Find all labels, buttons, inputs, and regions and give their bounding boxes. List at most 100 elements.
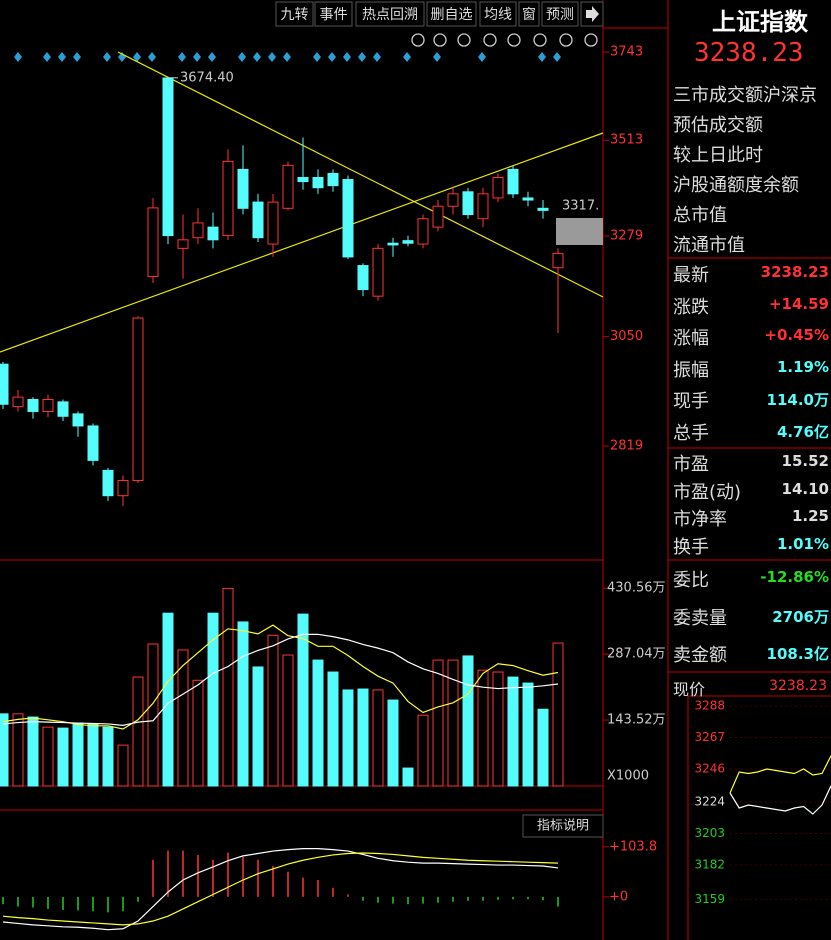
event-marker[interactable] [478, 52, 486, 62]
volume-bar [117, 744, 129, 787]
volume-bar [147, 643, 159, 787]
event-marker[interactable] [73, 52, 81, 62]
stat-value: 3238.23 [760, 263, 829, 281]
volume-bar [477, 669, 489, 787]
indicator-button[interactable]: 指标说明 [537, 819, 589, 834]
event-marker[interactable] [103, 52, 111, 62]
indicator-button-bg[interactable] [522, 814, 604, 838]
stat-label: 涨跌 [673, 296, 709, 318]
y-tick-label: 3203 [694, 826, 725, 840]
candle-body [297, 176, 309, 183]
toolbar-button[interactable]: 热点回溯 [362, 7, 418, 23]
y-tick-label: 3279 [610, 228, 643, 243]
candle-body [87, 425, 99, 461]
event-marker[interactable] [133, 52, 141, 62]
stat-value: 3238.23 [769, 678, 827, 694]
stat-label: 振幅 [673, 359, 709, 381]
candle-body [387, 242, 399, 246]
event-marker[interactable] [238, 52, 246, 62]
event-marker[interactable] [178, 52, 186, 62]
event-marker[interactable] [14, 52, 22, 62]
volume-bar [87, 723, 99, 787]
event-marker[interactable] [283, 52, 291, 62]
candle-body [192, 222, 204, 239]
toolbar-button[interactable]: 预测 [546, 7, 574, 23]
event-marker[interactable] [358, 52, 366, 62]
stat-label: 市盈 [673, 454, 709, 475]
stat-label: 委比 [673, 570, 709, 591]
candle-body [0, 363, 9, 405]
event-marker[interactable] [403, 52, 411, 62]
info-label: 流通市值 [673, 235, 745, 256]
candle-body [177, 239, 189, 249]
toolbar-button-bg[interactable] [426, 1, 477, 27]
stat-label: 市盈(动) [673, 481, 742, 503]
stat-label: 现价 [673, 680, 706, 699]
volume-bar [552, 642, 564, 787]
volume-bar [417, 714, 429, 787]
stat-value: +0.45% [764, 326, 829, 344]
event-marker[interactable] [208, 52, 216, 62]
stat-value: 15.52 [781, 452, 829, 470]
volume-bar [72, 722, 84, 787]
event-marker[interactable] [148, 52, 156, 62]
event-marker[interactable] [433, 52, 441, 62]
toolbar-button[interactable]: 删自选 [431, 7, 473, 23]
stat-label: 现手 [673, 391, 709, 412]
y-tick-label: 430.56万 [607, 581, 666, 596]
tool-icon[interactable] [533, 33, 547, 47]
event-marker[interactable] [553, 52, 561, 62]
tool-icon[interactable] [584, 33, 598, 47]
intraday-line [729, 785, 831, 815]
toolbar-button[interactable]: 窗 [522, 6, 536, 23]
toolbar-button-bg[interactable] [355, 1, 425, 27]
candle-body [357, 265, 369, 291]
candle-body [462, 191, 474, 216]
toolbar-button[interactable]: 事件 [320, 7, 348, 23]
stat-label: 市净率 [673, 509, 727, 530]
event-marker[interactable] [313, 52, 321, 62]
trend-line [117, 51, 604, 298]
candle-body [57, 401, 69, 417]
toolbar-button-bg[interactable] [479, 1, 517, 27]
macd-line [2, 852, 559, 926]
stat-value: 1.25 [791, 507, 829, 525]
volume-bar [402, 767, 414, 787]
stat-label: 换手 [673, 536, 709, 558]
y-tick-label: 287.04万 [607, 647, 666, 662]
toolbar-button[interactable]: 九转 [281, 7, 309, 23]
tool-icon[interactable] [559, 33, 573, 47]
event-marker[interactable] [328, 52, 336, 62]
event-marker[interactable] [268, 52, 276, 62]
event-marker[interactable] [253, 52, 261, 62]
volume-bar [447, 659, 459, 787]
volume-bar [207, 612, 219, 787]
toolbar-button-bg[interactable] [275, 1, 314, 27]
event-marker[interactable] [193, 52, 201, 62]
y-tick-label: 143.52万 [607, 713, 666, 728]
event-marker[interactable] [58, 52, 66, 62]
annotation: 3674.40 [180, 70, 234, 85]
toolbar-button[interactable]: 均线 [484, 7, 512, 23]
tool-icon[interactable] [507, 33, 521, 47]
event-marker[interactable] [43, 52, 51, 62]
tool-icon[interactable] [457, 33, 471, 47]
toolbar-button-bg[interactable] [541, 1, 579, 27]
tool-icon[interactable] [483, 33, 497, 47]
event-marker[interactable] [538, 52, 546, 62]
tool-icon[interactable] [433, 33, 447, 47]
event-marker[interactable] [343, 52, 351, 62]
toolbar-button-bg[interactable] [518, 1, 540, 27]
y-tick-label: +0 [609, 889, 628, 904]
candle-body [432, 205, 444, 228]
y-tick-label: 3159 [694, 892, 725, 906]
volume-bar [0, 713, 9, 787]
y-tick-label: 3224 [694, 795, 725, 809]
event-marker[interactable] [373, 52, 381, 62]
volume-bar [462, 655, 474, 787]
stat-value: +14.59 [768, 294, 829, 313]
info-label: 预估成交额 [673, 115, 763, 136]
toolbar-button-bg[interactable] [314, 1, 353, 27]
tool-icon[interactable] [411, 33, 425, 47]
volume-bar [237, 621, 249, 787]
